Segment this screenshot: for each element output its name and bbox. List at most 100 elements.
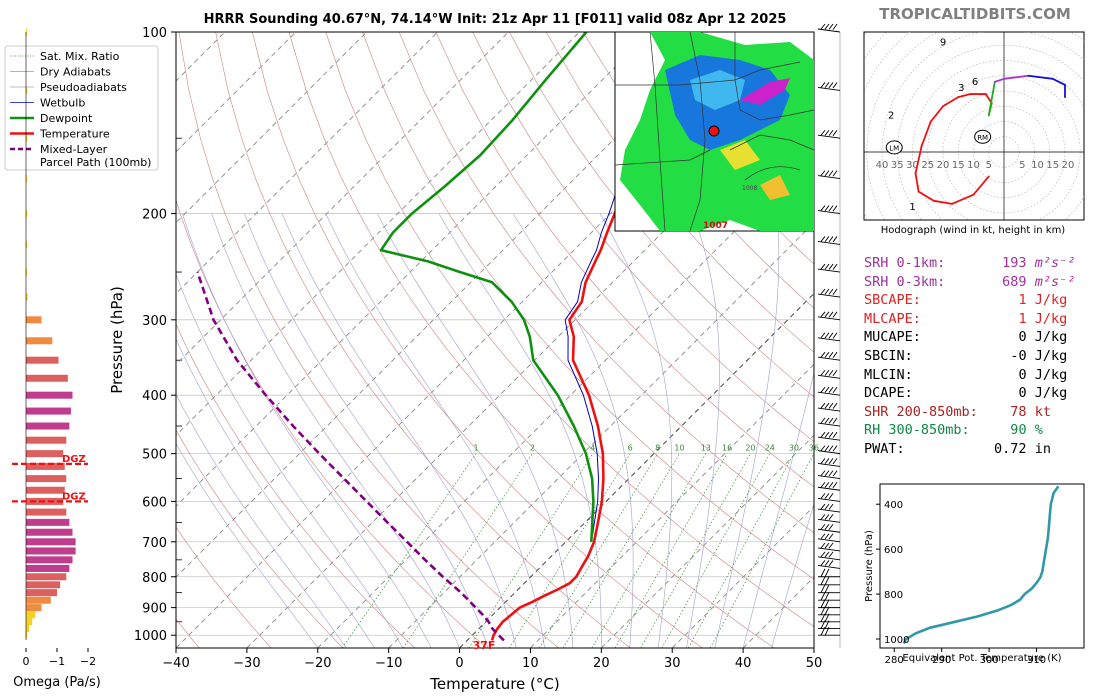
hodo-segment	[932, 199, 954, 205]
hodo-ring-label: 5	[986, 160, 992, 171]
stat-value: 78	[977, 403, 1035, 420]
stat-row: MLCIN: 0 J/kg	[864, 366, 1075, 385]
y-tick-label: 900	[142, 602, 167, 617]
mixing-ratio-line	[640, 453, 751, 648]
theta-e-x-tick-label: 310	[1027, 655, 1046, 666]
pseudoadiabat	[686, 213, 720, 648]
stat-unit: J/kg	[1034, 329, 1068, 346]
omega-tick-label: −1	[49, 655, 65, 668]
wind-barb	[817, 533, 841, 543]
wind-barb	[817, 332, 841, 342]
wind-barb	[818, 568, 840, 578]
stat-value: 0	[920, 329, 1035, 346]
theta-e-x-axis-label: Equivalent Pot. Temperature (K)	[902, 653, 1061, 664]
pseudoadiabat	[377, 213, 574, 648]
hodo-segment	[920, 120, 932, 147]
series-dewpoint	[379, 32, 595, 542]
hodo-segment	[957, 93, 972, 98]
theta-e-x-tick-label: 290	[932, 655, 951, 666]
hodo-ring-label: 15	[952, 160, 965, 171]
stat-label: SBCIN:	[864, 347, 913, 364]
hodo-segment	[942, 96, 960, 108]
hodo-height-label: 6	[972, 77, 978, 88]
pseudoadiabat	[176, 338, 375, 648]
mixing-ratio-label: 30	[789, 444, 799, 453]
pseudoadiabat	[176, 393, 347, 648]
stat-unit: m²s⁻²	[1034, 255, 1076, 271]
omega-bar	[26, 618, 33, 626]
hodo-ring-label: 40	[876, 160, 889, 171]
pseudoadiabat	[512, 213, 634, 648]
stat-unit: J/kg	[1034, 366, 1068, 383]
pseudoadiabat	[438, 213, 602, 648]
omega-bar	[26, 604, 42, 612]
hodo-ring-label: 25	[921, 160, 934, 171]
omega-bar	[26, 581, 61, 589]
hodo-segment	[1027, 74, 1054, 80]
hodo-segment	[1051, 77, 1066, 86]
surface-temp-label: 37F	[473, 639, 496, 652]
stat-unit: J/kg	[1034, 347, 1068, 364]
skewt-y-axis-label: Pressure (hPa)	[108, 286, 126, 394]
stat-value: -0	[912, 347, 1035, 364]
omega-bar	[26, 462, 65, 470]
wind-barb	[817, 288, 841, 298]
wind-barb	[818, 620, 840, 630]
wind-barb	[817, 23, 841, 33]
theta-e-y-tick-label: 600	[884, 545, 903, 556]
stat-row: SHR 200-850mb: 78 kt	[864, 403, 1075, 422]
stat-unit: J/kg	[1034, 292, 1068, 309]
map-pressure-label: 1007	[703, 221, 728, 231]
wind-barb	[818, 627, 840, 636]
omega-bar	[26, 240, 27, 248]
omega-bar	[26, 337, 53, 345]
legend-label: Pseudoadiabats	[40, 81, 127, 94]
hodo-segment	[951, 193, 975, 205]
stat-row: SRH 0-1km: 193 m²s⁻²	[864, 254, 1075, 273]
stat-label: PWAT:	[864, 440, 905, 457]
stat-row: SBCAPE: 1 J/kg	[864, 291, 1075, 310]
hodo-segment	[917, 190, 935, 202]
mixing-ratio-label: 4	[590, 444, 595, 453]
wind-barb	[818, 576, 840, 586]
wind-barb	[817, 458, 841, 467]
stat-unit: kt	[1034, 403, 1051, 420]
radar-mix-precip	[740, 78, 790, 105]
sounding-stats: SRH 0-1km: 193 m²s⁻² SRH 0-3km: 689 m²s⁻²…	[864, 254, 1075, 459]
omega-bar	[26, 631, 27, 639]
hodo-height-label: 1	[909, 202, 915, 213]
mixing-ratio-label: 8	[655, 444, 660, 453]
hodo-segment	[1003, 74, 1030, 80]
stat-row: SRH 0-3km: 689 m²s⁻²	[864, 273, 1075, 292]
theta-e-panel: 280 290 300 310 400 600 800 1000 Equivalent Pot…	[864, 483, 1085, 666]
pseudoadiabat	[325, 213, 545, 648]
wind-barb	[817, 431, 841, 441]
legend-label: Dry Adiabats	[40, 66, 111, 79]
storm-motion-label: RM	[977, 134, 988, 142]
skewt-x-axis-label: Temperature (°C)	[429, 675, 559, 693]
stat-unit: in	[1034, 440, 1051, 457]
pseudoadiabat	[281, 213, 517, 648]
omega-bar	[26, 407, 71, 415]
stat-row: SBCIN: -0 J/kg	[864, 347, 1075, 366]
x-tick-label: 40	[735, 656, 752, 671]
hodo-segment	[914, 172, 920, 193]
omega-bar	[26, 573, 67, 581]
stat-label: MLCAPE:	[864, 310, 921, 327]
omega-bar	[26, 356, 59, 364]
y-tick-label: 1000	[134, 629, 167, 644]
omega-panel: 0 −1 −2 DGZ DGZ Omega (Pa/s)	[12, 28, 101, 690]
hodo-segment	[929, 105, 944, 123]
pseudoadiabat	[599, 213, 673, 648]
omega-bar	[26, 486, 65, 494]
hodo-height-label: 2	[888, 110, 894, 121]
omega-bar	[26, 391, 73, 399]
hodo-ring-label: 30	[906, 160, 919, 171]
legend-label: Temperature	[39, 128, 110, 141]
mixing-ratio-line	[562, 453, 680, 648]
mixing-ratio-line	[341, 453, 477, 648]
chart-title: HRRR Sounding 40.67°N, 74.14°W Init: 21z…	[204, 12, 787, 27]
stat-unit: %	[1034, 422, 1043, 439]
wind-barb	[817, 311, 841, 321]
